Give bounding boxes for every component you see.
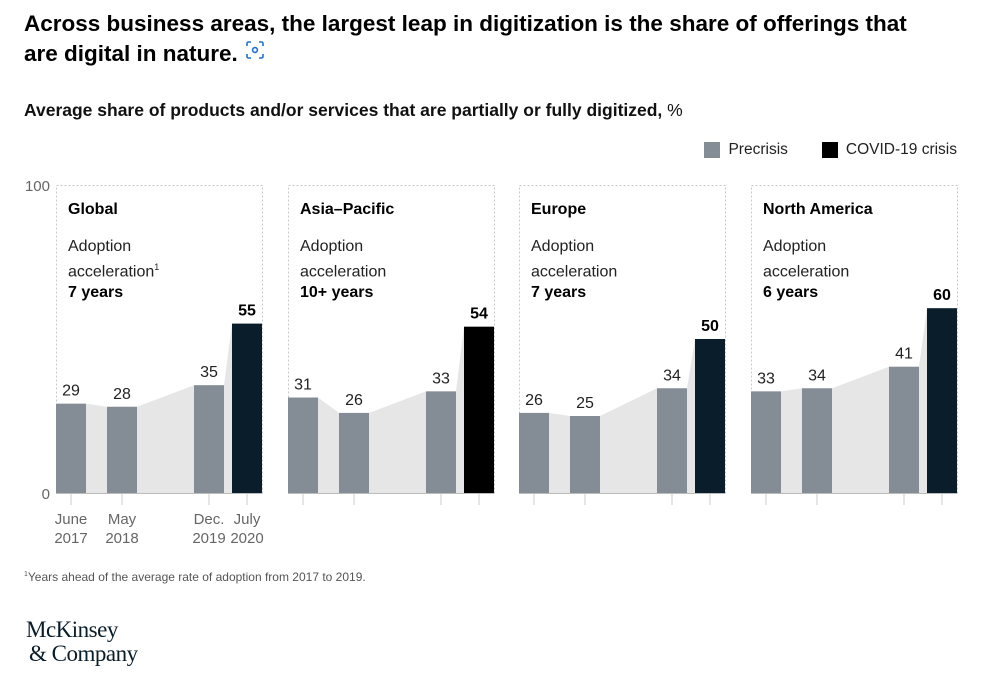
accel-label: Adoption — [763, 238, 827, 255]
accel-label: acceleration — [531, 257, 617, 282]
accel-value: 7 years — [531, 284, 587, 302]
bar-precrisis — [339, 412, 369, 493]
chart-title-text: Across business areas, the largest leap … — [24, 11, 907, 66]
data-label: 41 — [895, 346, 913, 363]
logo-line-1: McKinsey — [26, 617, 118, 642]
accel-label-text: acceleration — [68, 263, 155, 281]
accel-label: Adoption — [531, 238, 595, 255]
subtitle-text: Average share of products and/or service… — [24, 100, 663, 120]
x-tick-label: 2018 — [105, 530, 138, 547]
data-label: 33 — [432, 370, 450, 387]
legend-item-precrisis: Precrisis — [704, 141, 788, 159]
bar-precrisis — [288, 397, 318, 493]
bar-covid — [695, 339, 725, 493]
data-label: 34 — [663, 367, 681, 384]
panel-header: Asia–Pacific Adoption acceleration 10+ y… — [300, 199, 394, 303]
bar-covid — [232, 323, 262, 493]
accel-label: acceleration — [763, 257, 873, 282]
x-tick-label: July — [234, 511, 261, 528]
footnote-text: Years ahead of the average rate of adopt… — [27, 570, 366, 584]
bar-precrisis — [657, 388, 687, 493]
footnote-mark: 1 — [24, 571, 28, 578]
legend-label: COVID-19 crisis — [845, 141, 957, 158]
bar-precrisis — [519, 412, 549, 493]
chart-subtitle: Average share of products and/or service… — [24, 100, 683, 121]
data-label: 28 — [113, 386, 131, 403]
data-label: 60 — [933, 287, 951, 304]
logo-line-2: & Company — [29, 641, 138, 666]
bar-precrisis — [56, 403, 86, 493]
legend-label: Precrisis — [728, 141, 788, 158]
bar-precrisis — [751, 391, 781, 493]
x-tick-label: 2020 — [230, 530, 263, 547]
data-label: 26 — [345, 392, 363, 409]
panel-header: Europe Adoption acceleration 7 years — [531, 199, 617, 303]
accel-label: acceleration — [300, 257, 394, 282]
trend-area — [56, 323, 262, 493]
data-label: 55 — [238, 303, 256, 320]
legend-swatch-covid — [821, 142, 838, 158]
accel-value: 6 years — [763, 284, 819, 302]
legend-item-covid: COVID-19 crisis — [821, 141, 957, 159]
x-tick-label: June — [55, 511, 88, 528]
trend-area — [519, 339, 725, 493]
bar-precrisis — [570, 416, 600, 493]
legend: Precrisis COVID-19 crisis — [704, 141, 957, 159]
footnote-ref: 1 — [154, 262, 160, 272]
y-tick-label: 100 — [25, 178, 50, 195]
accel-label: Adoption — [68, 238, 132, 255]
bar-precrisis — [107, 406, 137, 493]
panel-header: Global Adoption acceleration1 7 years — [68, 199, 159, 303]
legend-swatch-precrisis — [704, 142, 721, 158]
footnote: 1Years ahead of the average rate of adop… — [24, 570, 366, 584]
data-label: 25 — [576, 395, 594, 412]
trend-area — [288, 326, 494, 493]
data-label: 54 — [470, 306, 488, 323]
bar-precrisis — [194, 385, 224, 493]
x-tick-label: Dec. — [194, 511, 225, 528]
data-label: 50 — [701, 318, 719, 335]
x-tick-label: 2019 — [192, 530, 225, 547]
trend-area — [751, 308, 957, 493]
x-tick-label: May — [108, 511, 137, 528]
bar-precrisis — [802, 388, 832, 493]
data-label: 35 — [200, 364, 218, 381]
panel-name: Global — [68, 201, 118, 218]
accel-label: Adoption — [300, 238, 364, 255]
accel-value: 10+ years — [300, 284, 374, 302]
accel-label-text: acceleration — [763, 263, 850, 281]
panel-name: North America — [763, 201, 873, 218]
subtitle-unit: % — [667, 100, 683, 120]
accel-label-text: acceleration — [300, 263, 387, 281]
bar-covid — [927, 308, 957, 493]
accel-label-text: acceleration — [531, 263, 618, 281]
bar-precrisis — [889, 366, 919, 493]
zoom-expand-icon[interactable] — [245, 37, 264, 67]
data-label: 29 — [62, 383, 80, 400]
chart-title: Across business areas, the largest leap … — [24, 9, 944, 70]
mckinsey-logo: McKinsey & Company — [26, 618, 138, 666]
panel-name: Europe — [531, 201, 587, 218]
bar-covid — [464, 326, 494, 493]
y-tick-label: 0 — [42, 486, 50, 503]
panel-name: Asia–Pacific — [300, 201, 395, 218]
bar-precrisis — [426, 391, 456, 493]
panel-header: North America Adoption acceleration 6 ye… — [763, 199, 873, 303]
accel-label: acceleration1 — [68, 257, 159, 282]
data-label: 31 — [294, 377, 312, 394]
x-tick-label: 2017 — [54, 530, 87, 547]
data-label: 34 — [808, 367, 826, 384]
data-label: 26 — [525, 392, 543, 409]
data-label: 33 — [757, 370, 775, 387]
accel-value: 7 years — [68, 284, 124, 302]
